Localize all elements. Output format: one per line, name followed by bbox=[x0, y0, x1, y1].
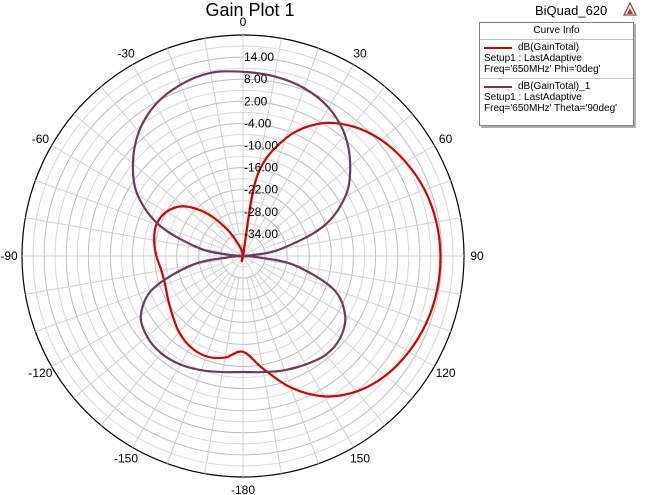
radial-tick-label: 2.00 bbox=[244, 94, 268, 108]
legend-setup: Setup1 : LastAdaptive bbox=[484, 92, 582, 103]
grid-spoke bbox=[204, 38, 240, 235]
radial-tick-label: -16.00 bbox=[244, 161, 278, 175]
angle-tick-label: -30 bbox=[117, 46, 135, 60]
grid-spoke bbox=[132, 64, 244, 257]
grid-spoke bbox=[100, 272, 230, 426]
radial-tick-label: 14.00 bbox=[244, 50, 274, 64]
legend-entry-gaintotal-1[interactable]: dB(GainTotal)_1 Setup1 : LastAdaptive Fr… bbox=[480, 78, 633, 117]
radial-tick-label: -28.00 bbox=[244, 205, 278, 219]
polar-grid bbox=[21, 34, 465, 478]
grid-spoke bbox=[73, 269, 227, 399]
grid-spoke bbox=[263, 179, 451, 249]
angle-tick-label: 150 bbox=[350, 452, 370, 466]
grid-spoke bbox=[246, 38, 282, 235]
grid-spoke bbox=[204, 277, 240, 474]
grid-spoke bbox=[242, 64, 354, 257]
series-gaintotal-phi0 bbox=[153, 121, 442, 398]
grid-spoke bbox=[242, 145, 435, 257]
angle-tick-label: 120 bbox=[436, 366, 456, 380]
grid-spoke bbox=[73, 113, 227, 243]
grid-spoke bbox=[51, 255, 244, 367]
angle-tick-label: 0 bbox=[240, 15, 247, 29]
grid-spoke bbox=[132, 255, 244, 448]
grid-spoke bbox=[25, 217, 222, 253]
grid-spoke bbox=[264, 217, 461, 253]
grid-spoke bbox=[242, 255, 354, 448]
grid-spoke bbox=[250, 48, 320, 236]
angle-tick-label: -90 bbox=[0, 249, 18, 263]
legend-swatch bbox=[484, 86, 512, 88]
grid-spoke bbox=[35, 179, 223, 249]
radial-tick-label: 8.00 bbox=[244, 72, 268, 86]
grid-spoke bbox=[256, 86, 386, 240]
radial-tick-label: -4.00 bbox=[244, 116, 272, 130]
legend-entry-gaintotal[interactable]: dB(GainTotal) Setup1 : LastAdaptive Freq… bbox=[480, 40, 633, 78]
grid-spoke bbox=[35, 263, 223, 333]
grid-spoke bbox=[166, 48, 236, 236]
grid-spoke bbox=[51, 145, 244, 257]
series-gaintotal-theta90 bbox=[131, 70, 352, 374]
legend-swatch bbox=[484, 47, 512, 49]
legend-series-name: dB(GainTotal)_1 bbox=[518, 81, 591, 92]
legend-title: Curve Info bbox=[480, 23, 633, 40]
grid-spoke bbox=[259, 113, 413, 243]
legend-setup: Setup1 : LastAdaptive bbox=[484, 53, 582, 64]
angle-tick-label: -150 bbox=[114, 452, 138, 466]
grid-spoke bbox=[246, 277, 282, 474]
hfss-logo-icon bbox=[623, 2, 637, 16]
plot-title: Gain Plot 1 bbox=[205, 0, 295, 20]
legend-variables: Freq='650MHz' Phi='0deg' bbox=[484, 64, 601, 75]
series-layer bbox=[131, 70, 442, 398]
legend-variables: Freq='650MHz' Theta='90deg' bbox=[484, 103, 618, 114]
radial-tick-label: -22.00 bbox=[244, 183, 278, 197]
angle-tick-label: 60 bbox=[439, 132, 453, 146]
angle-tick-label: 90 bbox=[470, 249, 484, 263]
angle-tick-label: -180 bbox=[231, 483, 255, 495]
legend-series-name: dB(GainTotal) bbox=[518, 42, 580, 53]
design-name: BiQuad_620 bbox=[535, 3, 608, 18]
radial-tick-label: -10.00 bbox=[244, 139, 278, 153]
angle-tick-label: 30 bbox=[353, 46, 367, 60]
grid-spoke bbox=[242, 255, 435, 367]
angle-tick-label: -120 bbox=[28, 366, 52, 380]
grid-spoke bbox=[259, 269, 413, 399]
legend[interactable]: Curve Info dB(GainTotal) Setup1 : LastAd… bbox=[479, 22, 634, 126]
angle-tick-label: -60 bbox=[32, 132, 50, 146]
grid-spoke bbox=[256, 272, 386, 426]
tick-labels: 0 30 60 90 120 150 -180 -150 -120 -90 -60 -30 14.00 8… bbox=[0, 15, 484, 495]
grid-spoke bbox=[263, 263, 451, 333]
radial-tick-label: -34.00 bbox=[244, 227, 278, 241]
